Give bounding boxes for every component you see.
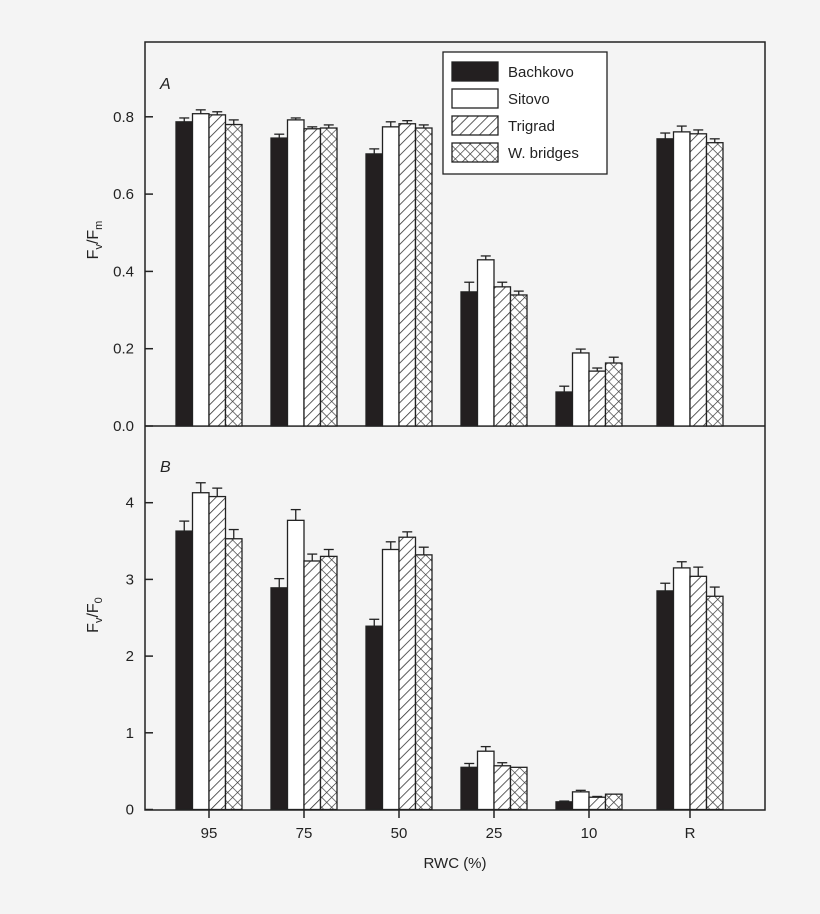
- bar-trigrad-95: [208, 114, 227, 427]
- panel-b-label: B: [160, 459, 171, 476]
- bar-bachkovo-25: [460, 291, 479, 427]
- bar-trigrad-50: [398, 123, 417, 427]
- bar-w-bridges-75: [319, 555, 338, 811]
- legend-label: W. bridges: [508, 145, 579, 162]
- x-tick-label: 75: [296, 825, 313, 842]
- bar-w-bridges-25: [509, 294, 528, 427]
- bar-trigrad-R: [689, 133, 708, 427]
- legend-swatch: [451, 61, 499, 82]
- x-tick-label: 95: [201, 825, 218, 842]
- bar-trigrad-25: [493, 286, 512, 427]
- bar-bachkovo-50: [365, 625, 384, 811]
- bar-sitovo-75: [286, 519, 305, 811]
- legend-swatch: [451, 115, 499, 136]
- y-tick-label: 3: [126, 571, 134, 588]
- y-axis-label-b: Fv/F0: [85, 597, 105, 633]
- bar-trigrad-R: [689, 575, 708, 811]
- bar-bachkovo-95: [175, 121, 194, 427]
- bar-trigrad-50: [398, 536, 417, 811]
- x-tick-label: 10: [581, 825, 598, 842]
- y-tick-label: 0.6: [113, 186, 134, 203]
- y-tick-label: 0: [126, 802, 134, 819]
- bar-sitovo-R: [672, 131, 691, 427]
- x-tick-label: 50: [391, 825, 408, 842]
- bar-w-bridges-75: [319, 127, 338, 427]
- bar-w-bridges-95: [224, 538, 243, 811]
- y-tick-label: 0.8: [113, 109, 134, 126]
- bar-trigrad-25: [493, 765, 512, 811]
- bar-bachkovo-75: [270, 587, 289, 811]
- bar-w-bridges-R: [705, 142, 724, 427]
- bar-bachkovo-75: [270, 137, 289, 427]
- bar-sitovo-95: [191, 113, 210, 427]
- bar-sitovo-95: [191, 492, 210, 811]
- bar-w-bridges-50: [414, 127, 433, 427]
- bar-sitovo-50: [381, 126, 400, 427]
- legend-label: Trigrad: [508, 118, 555, 135]
- bar-w-bridges-25: [509, 766, 528, 811]
- bar-bachkovo-50: [365, 153, 384, 427]
- bar-w-bridges-10: [604, 793, 623, 811]
- x-tick-label: R: [685, 825, 696, 842]
- bar-w-bridges-50: [414, 554, 433, 811]
- bar-w-bridges-R: [705, 595, 724, 811]
- legend-label: Bachkovo: [508, 64, 574, 81]
- bar-bachkovo-R: [656, 590, 675, 811]
- legend-swatch: [451, 142, 499, 163]
- bar-bachkovo-R: [656, 138, 675, 427]
- bar-sitovo-25: [476, 750, 495, 811]
- legend: Bachkovo Sitovo Trigrad W. bridges: [442, 51, 608, 175]
- bar-sitovo-75: [286, 119, 305, 427]
- bar-bachkovo-10: [555, 391, 574, 427]
- bar-sitovo-50: [381, 548, 400, 811]
- bar-trigrad-10: [588, 370, 607, 427]
- bar-w-bridges-10: [604, 362, 623, 427]
- bar-sitovo-R: [672, 567, 691, 811]
- bar-trigrad-75: [303, 128, 322, 427]
- x-tick-label: 25: [486, 825, 503, 842]
- bar-sitovo-10: [571, 791, 590, 811]
- y-tick-label: 0.4: [113, 263, 134, 280]
- x-axis-label: RWC (%): [423, 855, 486, 872]
- bar-sitovo-25: [476, 259, 495, 427]
- bar-bachkovo-95: [175, 530, 194, 811]
- y-tick-label: 2: [126, 648, 134, 665]
- bar-trigrad-10: [588, 796, 607, 811]
- bar-bachkovo-25: [460, 766, 479, 811]
- bar-trigrad-95: [208, 495, 227, 811]
- y-tick-label: 0.0: [113, 418, 134, 435]
- y-tick-label: 4: [126, 495, 134, 512]
- y-tick-label: 1: [126, 725, 134, 742]
- legend-swatch: [451, 88, 499, 109]
- y-axis-label-a: Fv/Fm: [85, 221, 105, 260]
- bar-sitovo-10: [571, 352, 590, 427]
- y-tick-label: 0.2: [113, 341, 134, 358]
- bar-trigrad-75: [303, 560, 322, 811]
- legend-label: Sitovo: [508, 91, 550, 108]
- panel-a-label: A: [159, 76, 171, 93]
- bar-w-bridges-95: [224, 123, 243, 427]
- bar-bachkovo-10: [555, 801, 574, 811]
